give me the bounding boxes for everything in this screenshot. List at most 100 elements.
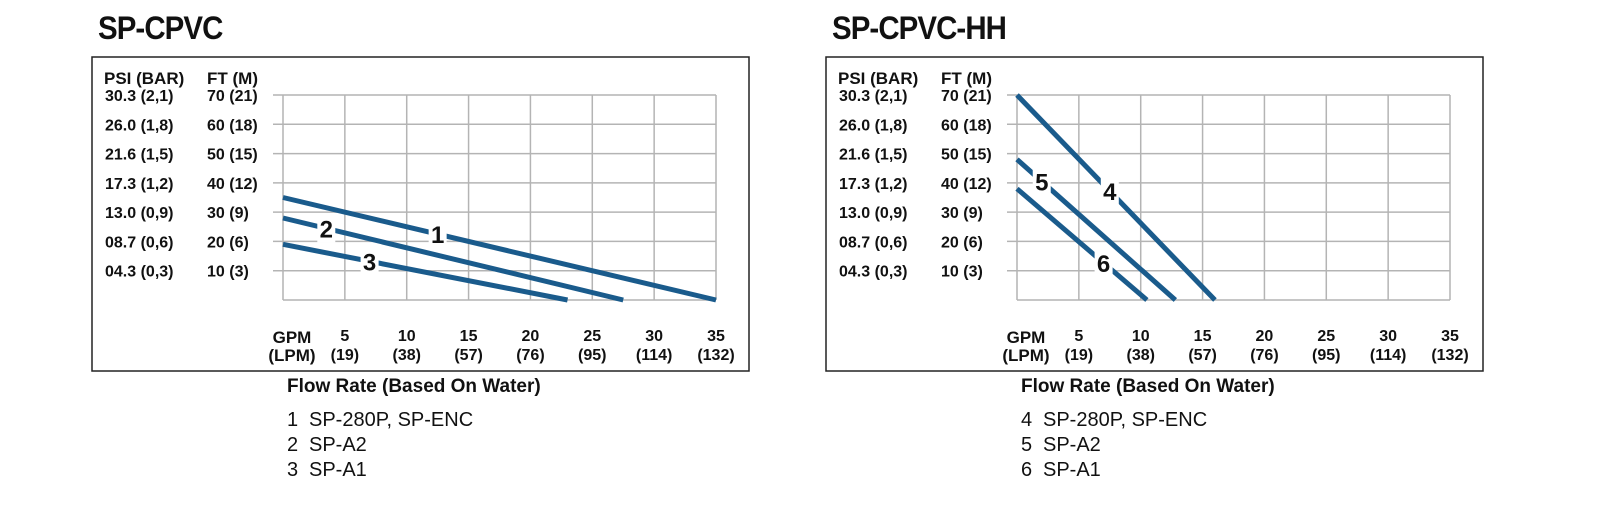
y-tick-label-psi: 26.0 (1,8)	[105, 117, 173, 134]
y-tick-label-ft: 20 (6)	[207, 234, 249, 251]
legend-text: SP-280P, SP-ENC	[309, 409, 474, 431]
y-tick-label-psi: 04.3 (0,3)	[839, 264, 907, 281]
legend: 4 SP-280P, SP-ENC 5 SP-A2 6 SP-A1	[1021, 408, 1207, 483]
y-tick-label-psi: 21.6 (1,5)	[839, 147, 907, 164]
legend-item: 6 SP-A1	[1021, 458, 1207, 483]
legend-item: 2 SP-A2	[287, 433, 473, 458]
series-label-knockout	[317, 214, 336, 243]
series-label-knockout	[428, 220, 447, 249]
x-tick-label-gpm: 10	[1132, 328, 1150, 345]
y-axis-header-ft: FT (M)	[207, 69, 258, 88]
y-tick-label-psi: 21.6 (1,5)	[105, 147, 173, 164]
x-tick-label-lpm: (38)	[1126, 347, 1154, 364]
x-tick-label-lpm: (114)	[1370, 347, 1406, 364]
y-tick-label-ft: 60 (18)	[941, 117, 992, 134]
y-tick-label-ft: 70 (21)	[941, 88, 992, 105]
chart-panel-sp-cpvc: SP-CPVC PSI (BAR) FT (M) 30.3 (2,1) 70 (21)…	[90, 0, 790, 515]
y-tick-label-ft: 40 (12)	[941, 176, 992, 193]
x-axis-label: Flow Rate (Based On Water)	[287, 376, 541, 397]
legend-item: 3 SP-A1	[287, 458, 473, 483]
x-tick-label-gpm: 35	[1441, 328, 1459, 345]
x-tick-label-gpm: 25	[1317, 328, 1335, 345]
x-axis-label: Flow Rate (Based On Water)	[1021, 376, 1275, 397]
x-tick-label-lpm: (132)	[697, 347, 734, 364]
chart-frame	[825, 56, 1484, 372]
series-label-3: 3	[363, 249, 376, 276]
legend-number: 5	[1021, 434, 1033, 456]
legend-text: SP-A2	[1043, 434, 1101, 456]
x-tick-label-lpm: (114)	[636, 347, 672, 364]
x-tick-label-gpm: 10	[398, 328, 416, 345]
y-tick-label-psi: 30.3 (2,1)	[105, 88, 173, 105]
y-tick-label-psi: 17.3 (1,2)	[839, 176, 907, 193]
y-tick-label-ft: 10 (3)	[941, 264, 983, 281]
x-tick-label-lpm: (76)	[1250, 347, 1278, 364]
series-line-6	[1015, 186, 1149, 302]
y-tick-label-psi: 30.3 (2,1)	[839, 88, 907, 105]
legend-item: 4 SP-280P, SP-ENC	[1021, 408, 1207, 433]
x-unit-lpm: (LPM)	[268, 346, 315, 365]
y-axis-header-psi: PSI (BAR)	[104, 69, 184, 88]
x-tick-label-lpm: (19)	[331, 347, 359, 364]
y-tick-label-psi: 17.3 (1,2)	[105, 176, 173, 193]
y-tick-label-psi: 13.0 (0,9)	[839, 205, 907, 222]
series-line-1	[282, 195, 717, 303]
x-unit-gpm: GPM	[273, 328, 312, 347]
x-tick-label-gpm: 30	[645, 328, 663, 345]
x-tick-label-gpm: 15	[460, 328, 478, 345]
x-tick-label-lpm: (38)	[392, 347, 420, 364]
legend-number: 2	[287, 434, 299, 456]
series-label-6: 6	[1097, 251, 1110, 278]
x-tick-label-lpm: (76)	[516, 347, 544, 364]
x-tick-label-lpm: (57)	[454, 347, 482, 364]
x-tick-label-lpm: (19)	[1065, 347, 1093, 364]
x-tick-label-gpm: 15	[1194, 328, 1212, 345]
series-label-1: 1	[431, 222, 444, 249]
chart-panel-sp-cpvc-hh: SP-CPVC-HH PSI (BAR) FT (M) 30.3 (2,1) 70 (…	[824, 0, 1524, 515]
legend-number: 6	[1021, 459, 1033, 481]
y-tick-label-psi: 13.0 (0,9)	[105, 205, 173, 222]
y-tick-label-psi: 08.7 (0,6)	[839, 234, 907, 251]
series-label-knockout	[360, 247, 379, 276]
x-unit-lpm: (LPM)	[1002, 346, 1049, 365]
x-tick-label-lpm: (57)	[1188, 347, 1216, 364]
y-tick-label-ft: 20 (6)	[941, 234, 983, 251]
x-tick-label-lpm: (95)	[578, 347, 606, 364]
x-tick-label-lpm: (95)	[1312, 347, 1340, 364]
series-label-knockout	[1094, 248, 1113, 277]
x-tick-label-gpm: 30	[1379, 328, 1397, 345]
legend: 1 SP-280P, SP-ENC 2 SP-A2 3 SP-A1	[287, 408, 473, 483]
series-line-3	[282, 241, 569, 303]
chart-svg: PSI (BAR) FT (M) 30.3 (2,1) 70 (21) 26.0 (1,…	[91, 56, 750, 372]
legend-text: SP-A2	[309, 434, 367, 456]
legend-text: SP-A1	[1043, 459, 1101, 481]
x-tick-label-gpm: 5	[340, 328, 349, 345]
legend-item: 5 SP-A2	[1021, 433, 1207, 458]
legend-number: 4	[1021, 409, 1033, 431]
y-tick-label-psi: 08.7 (0,6)	[105, 234, 173, 251]
y-tick-label-ft: 70 (21)	[207, 88, 258, 105]
legend-text: SP-280P, SP-ENC	[1043, 409, 1208, 431]
chart-frame	[91, 56, 750, 372]
x-tick-label-gpm: 20	[522, 328, 540, 345]
x-tick-label-gpm: 5	[1074, 328, 1083, 345]
y-tick-label-ft: 30 (9)	[941, 205, 983, 222]
y-tick-label-ft: 50 (15)	[207, 147, 258, 164]
x-unit-gpm: GPM	[1007, 328, 1046, 347]
y-tick-label-ft: 30 (9)	[207, 205, 249, 222]
series-label-5: 5	[1035, 169, 1048, 196]
x-tick-label-gpm: 35	[707, 328, 725, 345]
legend-item: 1 SP-280P, SP-ENC	[287, 408, 473, 433]
y-axis-header-ft: FT (M)	[941, 69, 992, 88]
chart-title: SP-CPVC-HH	[832, 10, 1007, 46]
series-label-4: 4	[1103, 179, 1117, 206]
x-tick-label-lpm: (132)	[1431, 347, 1468, 364]
legend-text: SP-A1	[309, 459, 367, 481]
series-line-2	[282, 215, 624, 303]
chart-title: SP-CPVC	[98, 10, 223, 46]
x-tick-label-gpm: 25	[583, 328, 601, 345]
x-tick-label-gpm: 20	[1256, 328, 1274, 345]
y-tick-label-ft: 40 (12)	[207, 176, 258, 193]
series-label-knockout	[1100, 177, 1119, 206]
y-tick-label-psi: 26.0 (1,8)	[839, 117, 907, 134]
